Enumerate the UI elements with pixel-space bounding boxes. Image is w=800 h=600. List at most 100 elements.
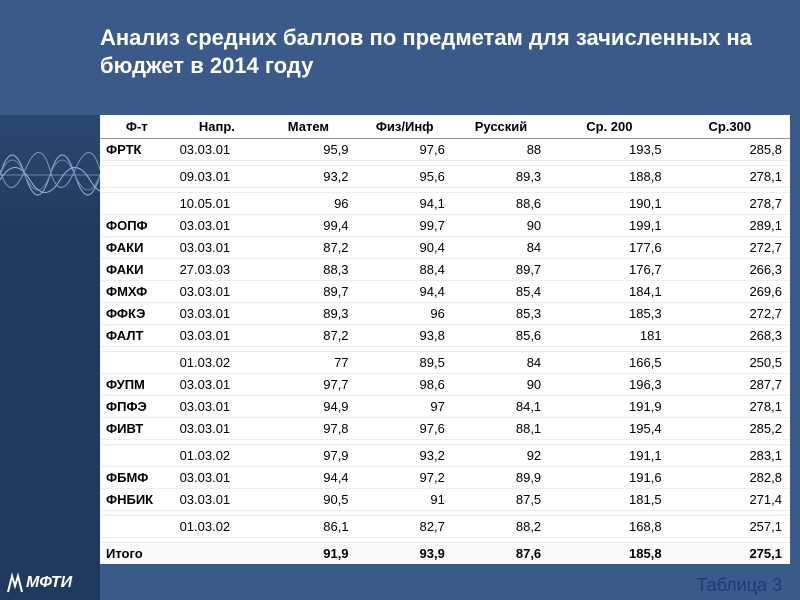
logo-text: МФТИ <box>26 574 72 592</box>
table-cell: ФПФЭ <box>100 396 174 418</box>
data-table-container: Ф-тНапр.МатемФиз/ИнфРусскийСр. 200Ср.300… <box>100 115 790 564</box>
table-cell: 86,1 <box>260 516 356 538</box>
table-cell: 95,9 <box>260 139 356 161</box>
table-cell: 94,4 <box>357 281 453 303</box>
table-cell: 90,5 <box>260 489 356 511</box>
table-cell: 97,6 <box>357 418 453 440</box>
table-cell: 275,1 <box>670 543 790 565</box>
table-cell: 82,7 <box>357 516 453 538</box>
table-cell: 97,8 <box>260 418 356 440</box>
table-cell: 199,1 <box>549 215 669 237</box>
table-cell: 03.03.01 <box>174 281 261 303</box>
table-cell: 10.05.01 <box>174 193 261 215</box>
table-cell: ФАКИ <box>100 237 174 259</box>
table-cell: 285,2 <box>670 418 790 440</box>
table-row: ФАЛТ03.03.0187,293,885,6181268,3 <box>100 325 790 347</box>
column-header: Ср.300 <box>670 115 790 139</box>
table-total-row: Итого91,993,987,6185,8275,1 <box>100 543 790 565</box>
table-row: ФРТК03.03.0195,997,688193,5285,8 <box>100 139 790 161</box>
table-cell: ФИВТ <box>100 418 174 440</box>
table-cell: 257,1 <box>670 516 790 538</box>
table-cell: 98,6 <box>357 374 453 396</box>
table-cell: 88,3 <box>260 259 356 281</box>
table-cell: ФФКЭ <box>100 303 174 325</box>
table-cell: ФНБИК <box>100 489 174 511</box>
table-cell: 283,1 <box>670 445 790 467</box>
table-cell: ФРТК <box>100 139 174 161</box>
table-cell: 282,8 <box>670 467 790 489</box>
table-cell: Итого <box>100 543 174 565</box>
table-cell <box>100 516 174 538</box>
table-cell: 89,3 <box>260 303 356 325</box>
table-cell: 88 <box>453 139 549 161</box>
table-cell: ФАЛТ <box>100 325 174 347</box>
column-header: Ф-т <box>100 115 174 139</box>
table-cell: 03.03.01 <box>174 303 261 325</box>
table-row: ФФКЭ03.03.0189,39685,3185,3272,7 <box>100 303 790 325</box>
table-cell <box>100 166 174 188</box>
table-cell: 188,8 <box>549 166 669 188</box>
table-cell: 87,2 <box>260 325 356 347</box>
table-row: ФБМФ03.03.0194,497,289,9191,6282,8 <box>100 467 790 489</box>
table-cell: 95,6 <box>357 166 453 188</box>
table-cell: 181 <box>549 325 669 347</box>
table-cell: 96 <box>357 303 453 325</box>
table-cell: 272,7 <box>670 303 790 325</box>
table-row: 01.03.0297,993,292191,1283,1 <box>100 445 790 467</box>
table-cell: 191,6 <box>549 467 669 489</box>
table-cell: 191,9 <box>549 396 669 418</box>
table-cell: 89,3 <box>453 166 549 188</box>
table-cell: ФУПМ <box>100 374 174 396</box>
table-cell: 278,7 <box>670 193 790 215</box>
table-cell: 01.03.02 <box>174 516 261 538</box>
table-cell: 92 <box>453 445 549 467</box>
table-cell: 84 <box>453 237 549 259</box>
table-row: ФПФЭ03.03.0194,99784,1191,9278,1 <box>100 396 790 418</box>
table-cell: 90 <box>453 215 549 237</box>
table-row: 01.03.027789,584166,5250,5 <box>100 352 790 374</box>
table-cell: 96 <box>260 193 356 215</box>
table-row: ФУПМ03.03.0197,798,690196,3287,7 <box>100 374 790 396</box>
column-header: Физ/Инф <box>357 115 453 139</box>
table-cell: 269,6 <box>670 281 790 303</box>
table-cell: 191,1 <box>549 445 669 467</box>
table-cell: 196,3 <box>549 374 669 396</box>
table-cell: 09.03.01 <box>174 166 261 188</box>
logo-icon <box>6 572 24 594</box>
column-header: Ср. 200 <box>549 115 669 139</box>
scores-table: Ф-тНапр.МатемФиз/ИнфРусскийСр. 200Ср.300… <box>100 115 790 564</box>
table-cell: 87,2 <box>260 237 356 259</box>
table-cell: 85,6 <box>453 325 549 347</box>
table-cell: 97,2 <box>357 467 453 489</box>
table-cell: 272,7 <box>670 237 790 259</box>
table-cell: 89,7 <box>453 259 549 281</box>
table-row: ФМХФ03.03.0189,794,485,4184,1269,6 <box>100 281 790 303</box>
table-cell: ФМХФ <box>100 281 174 303</box>
table-cell: 84 <box>453 352 549 374</box>
table-cell: 94,4 <box>260 467 356 489</box>
table-row: ФИВТ03.03.0197,897,688,1195,4285,2 <box>100 418 790 440</box>
table-cell: 268,3 <box>670 325 790 347</box>
table-cell: 27.03.03 <box>174 259 261 281</box>
table-cell: 289,1 <box>670 215 790 237</box>
table-row: ФАКИ27.03.0388,388,489,7176,7266,3 <box>100 259 790 281</box>
table-caption: Таблица 3 <box>696 575 782 596</box>
table-cell: 03.03.01 <box>174 374 261 396</box>
table-cell: 250,5 <box>670 352 790 374</box>
table-cell: 287,7 <box>670 374 790 396</box>
table-cell: 85,4 <box>453 281 549 303</box>
table-cell: 195,4 <box>549 418 669 440</box>
table-cell: 85,3 <box>453 303 549 325</box>
table-cell: 94,9 <box>260 396 356 418</box>
table-cell: 193,5 <box>549 139 669 161</box>
table-cell: 93,2 <box>357 445 453 467</box>
table-cell: 93,2 <box>260 166 356 188</box>
table-cell: 185,8 <box>549 543 669 565</box>
table-cell: 90 <box>453 374 549 396</box>
wave-decoration <box>0 115 100 235</box>
table-cell: ФБМФ <box>100 467 174 489</box>
table-cell: 177,6 <box>549 237 669 259</box>
table-cell: 278,1 <box>670 396 790 418</box>
table-cell <box>100 193 174 215</box>
table-cell: 03.03.01 <box>174 418 261 440</box>
